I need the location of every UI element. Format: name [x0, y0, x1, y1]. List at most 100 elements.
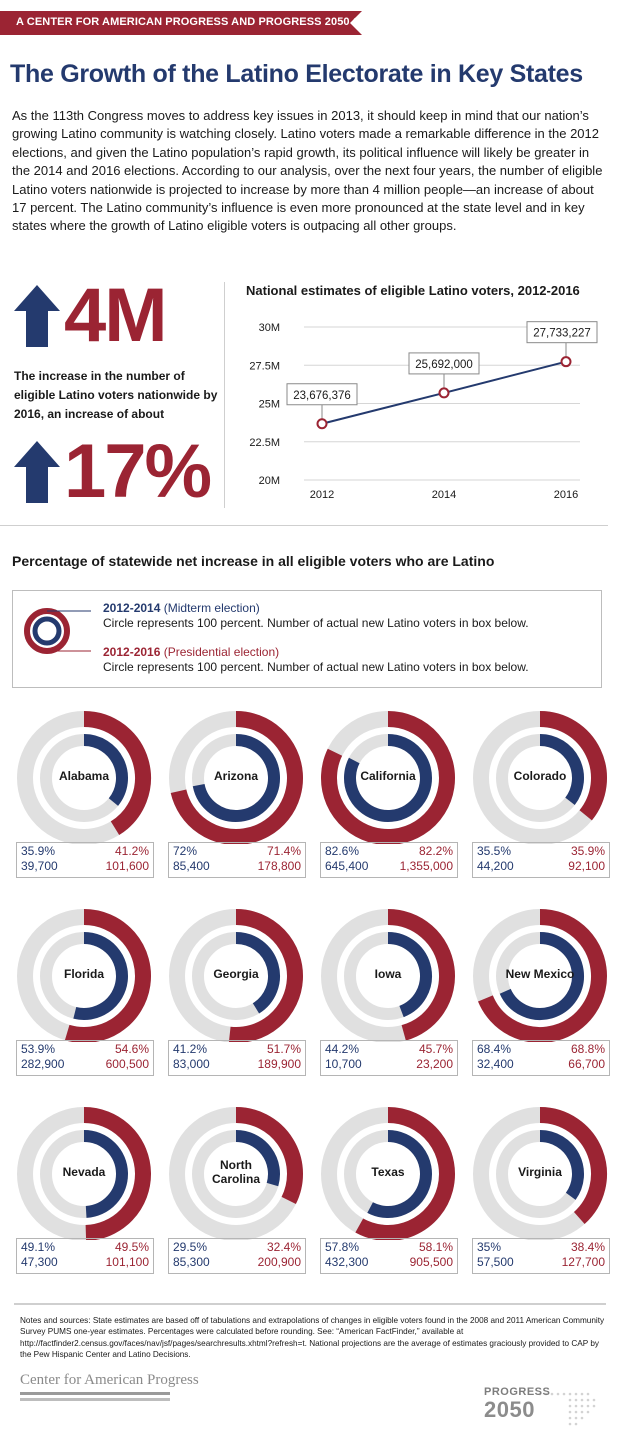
line-chart-title: National estimates of eligible Latino vo…: [246, 283, 580, 298]
state-donut-iowa: Iowa 44.2% 45.7% 10,700 23,200: [318, 906, 458, 1086]
vertical-divider: [224, 282, 225, 508]
pct-2012-2016: 49.5%: [114, 1240, 149, 1254]
ring-2012-2014: [235, 932, 280, 1014]
legend-entry-presidential: 2012-2016 (Presidential election) Circle…: [103, 645, 529, 675]
voters-2012-2016: 200,900: [257, 1255, 301, 1269]
state-donut-colorado: Colorado 35.5% 35.9% 44,200 92,100: [470, 708, 610, 888]
data-point: [438, 387, 450, 399]
state-donut-new-mexico: New Mexico 68.4% 68.8% 32,400 66,700: [470, 906, 610, 1086]
y-tick-label: 30M: [259, 322, 280, 334]
cap-logo: Center for American Progress: [20, 1372, 199, 1388]
pct-2012-2016: 45.7%: [418, 1042, 453, 1056]
state-values-box: 53.9% 54.6% 282,900 600,500: [16, 1040, 154, 1076]
donut-rings: [321, 1107, 455, 1240]
state-name: Virginia: [518, 1165, 562, 1179]
voters-2012-2014: 44,200: [477, 859, 514, 873]
pct-2012-2014: 72%: [173, 844, 198, 858]
state-name: North Carolina: [211, 1158, 260, 1186]
x-tick-label: 2012: [310, 489, 334, 501]
banner-text: A CENTER FOR AMERICAN PROGRESS AND PROGR…: [16, 16, 405, 28]
pct-2012-2016: 35.9%: [570, 844, 605, 858]
ring-2012-2016: [321, 711, 455, 844]
state-name: Georgia: [213, 967, 259, 981]
voters-2012-2016: 600,500: [105, 1057, 149, 1071]
increase-stat: 4M: [14, 273, 168, 358]
ring-2012-2014: [539, 734, 584, 805]
voters-2012-2016: 101,100: [105, 1255, 149, 1269]
donut-rings: [473, 1107, 607, 1240]
data-point: [560, 356, 572, 368]
state-values-box: 57.8% 58.1% 432,300 905,500: [320, 1238, 458, 1274]
cap-flag-icon: [20, 1392, 170, 1401]
voters-2012-2014: 85,400: [173, 859, 210, 873]
pct-2012-2016: 71.4%: [266, 844, 301, 858]
ring-2012-2016: [64, 909, 151, 1042]
state-name: Nevada: [62, 1165, 106, 1179]
pct-2012-2016: 32.4%: [266, 1240, 301, 1254]
state-name: Arizona: [213, 769, 258, 783]
state-name: California: [360, 769, 416, 783]
voters-2012-2014: 85,300: [173, 1255, 210, 1269]
up-arrow-icon: [14, 285, 60, 347]
state-values-box: 35% 38.4% 57,500 127,700: [472, 1238, 610, 1274]
pct-2012-2014: 68.4%: [477, 1042, 512, 1056]
state-values-box: 68.4% 68.8% 32,400 66,700: [472, 1040, 610, 1076]
voters-2012-2014: 282,900: [21, 1057, 65, 1071]
voters-2012-2016: 127,700: [561, 1255, 605, 1269]
pct-2012-2016: 82.2%: [418, 844, 453, 858]
page-title: The Growth of the Latino Electorate in K…: [10, 60, 583, 88]
percent-value: 17%: [64, 429, 212, 514]
state-donut-north-carolina: North Carolina 29.5% 32.4% 85,300 200,900: [166, 1104, 306, 1284]
voters-2012-2014: 432,300: [325, 1255, 369, 1269]
ring-2012-2016: [539, 1107, 607, 1224]
legend-ring-icon: [24, 608, 91, 654]
voters-2012-2016: 101,600: [105, 859, 149, 873]
state-name: Texas: [371, 1165, 405, 1179]
ring-2012-2014: [83, 1130, 128, 1218]
banner-ribbon-shape: [0, 11, 362, 35]
state-name: Alabama: [58, 769, 110, 783]
line-chart: 20M 22.5M 25M 27.5M 30M 2012 2014 2016 23,676,37…: [249, 321, 598, 501]
state-donut-arizona: Arizona 72% 71.4% 85,400 178,800: [166, 708, 306, 888]
state-values-box: 49.1% 49.5% 47,300 101,100: [16, 1238, 154, 1274]
ring-2012-2014: [367, 1130, 432, 1218]
ring-2012-2014: [235, 1130, 280, 1187]
pct-2012-2014: 35%: [477, 1240, 502, 1254]
x-tick-label: 2014: [432, 489, 456, 501]
y-tick-label: 22.5M: [249, 437, 280, 449]
data-point: [316, 418, 328, 430]
state-values-box: 44.2% 45.7% 10,700 23,200: [320, 1040, 458, 1076]
ring-2012-2014: [499, 932, 584, 1020]
state-donut-texas: Texas 57.8% 58.1% 432,300 905,500: [318, 1104, 458, 1284]
horizontal-divider: [0, 525, 608, 526]
pct-2012-2014: 49.1%: [21, 1240, 56, 1254]
state-donut-virginia: Virginia 35% 38.4% 57,500 127,700: [470, 1104, 610, 1284]
pct-2012-2014: 35.9%: [21, 844, 56, 858]
pct-2012-2016: 41.2%: [114, 844, 149, 858]
donut-rings: [321, 909, 455, 1042]
data-label-box: [286, 383, 358, 406]
voters-2012-2016: 23,200: [416, 1057, 453, 1071]
pct-2012-2014: 35.5%: [477, 844, 512, 858]
voters-2012-2014: 83,000: [173, 1057, 210, 1071]
legend-presidential-note: (Presidential election): [163, 645, 280, 659]
ring-2012-2014: [83, 734, 128, 806]
increase-caption: The increase in the number of eligible L…: [14, 369, 218, 421]
progress-logo-top: PROGRESS: [484, 1386, 551, 1398]
ring-2012-2014: [387, 932, 432, 1018]
voters-2012-2014: 10,700: [325, 1057, 362, 1071]
ring-2012-2016: [355, 1107, 455, 1240]
state-values-box: 41.2% 51.7% 83,000 189,900: [168, 1040, 306, 1076]
y-tick-label: 25M: [259, 399, 280, 411]
donut-legend: 2012-2014 (Midterm election) Circle repr…: [12, 590, 602, 688]
increase-value: 4M: [64, 273, 168, 358]
voters-2012-2016: 66,700: [568, 1057, 605, 1071]
donut-rings: [473, 711, 607, 844]
voters-2012-2014: 645,400: [325, 859, 369, 873]
state-values-box: 72% 71.4% 85,400 178,800: [168, 842, 306, 878]
pct-2012-2016: 58.1%: [418, 1240, 453, 1254]
y-tick-label: 27.5M: [249, 360, 280, 372]
donut-rings: [321, 711, 455, 844]
percent-stat: 17%: [14, 429, 212, 514]
pct-2012-2016: 51.7%: [266, 1042, 301, 1056]
